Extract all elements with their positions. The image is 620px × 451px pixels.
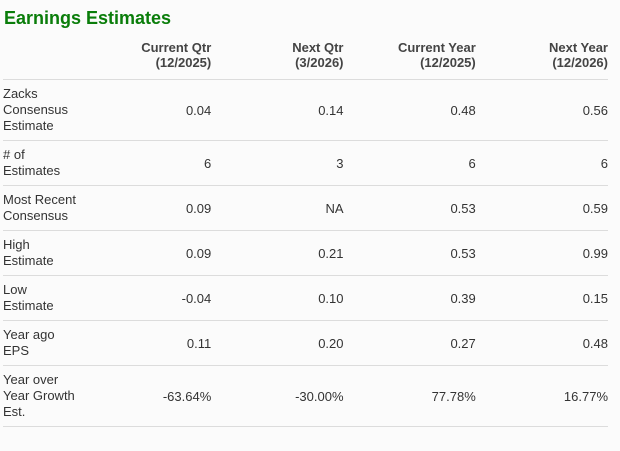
cell-value: 0.21 bbox=[211, 230, 344, 276]
cell-value: 6 bbox=[79, 140, 212, 186]
header-cell-next-year: Next Year (12/2026) bbox=[475, 38, 608, 80]
column-label: Current Qtr bbox=[141, 40, 212, 55]
header-cell-empty bbox=[3, 38, 79, 80]
cell-value: 0.10 bbox=[211, 275, 344, 321]
cell-value: 3 bbox=[211, 140, 344, 186]
cell-value: 0.14 bbox=[211, 79, 344, 141]
cell-value: 6 bbox=[343, 140, 476, 186]
header-row: Current Qtr (12/2025) Next Qtr (3/2026) … bbox=[3, 38, 608, 80]
table-row-year-over-year-growth-est: Year over Year Growth Est. -63.64% -30.0… bbox=[3, 365, 608, 427]
cell-value: -0.04 bbox=[79, 275, 212, 321]
cell-value: 0.04 bbox=[79, 79, 212, 141]
cell-value: 0.59 bbox=[475, 185, 608, 231]
header-cell-next-qtr: Next Qtr (3/2026) bbox=[211, 38, 344, 80]
row-label: # of Estimates bbox=[3, 140, 79, 186]
row-label: High Estimate bbox=[3, 230, 79, 276]
cell-value: 0.53 bbox=[343, 185, 476, 231]
cell-value: 0.99 bbox=[475, 230, 608, 276]
column-period: (12/2025) bbox=[155, 55, 212, 70]
earnings-estimates-table: Current Qtr (12/2025) Next Qtr (3/2026) … bbox=[3, 38, 608, 427]
table-row-num-of-estimates: # of Estimates 6 3 6 6 bbox=[3, 140, 608, 186]
cell-value: 0.09 bbox=[79, 230, 212, 276]
column-label: Current Year bbox=[397, 40, 476, 55]
cell-value: 6 bbox=[475, 140, 608, 186]
cell-value: 0.39 bbox=[343, 275, 476, 321]
cell-value: 0.11 bbox=[79, 320, 212, 366]
table-row-zacks-consensus-estimate: Zacks Consensus Estimate 0.04 0.14 0.48 … bbox=[3, 79, 608, 141]
column-period: (12/2026) bbox=[552, 55, 608, 70]
page-title: Earnings Estimates bbox=[4, 8, 172, 28]
cell-value: 0.27 bbox=[343, 320, 476, 366]
cell-value: -63.64% bbox=[79, 365, 212, 427]
row-label: Most Recent Consensus bbox=[3, 185, 79, 231]
row-label: Year over Year Growth Est. bbox=[3, 365, 79, 427]
column-period: (12/2025) bbox=[420, 55, 476, 70]
table-row-year-ago-eps: Year ago EPS 0.11 0.20 0.27 0.48 bbox=[3, 320, 608, 366]
row-label: Year ago EPS bbox=[3, 320, 79, 366]
cell-value: NA bbox=[211, 185, 344, 231]
header-cell-current-qtr: Current Qtr (12/2025) bbox=[79, 38, 212, 80]
table-row-high-estimate: High Estimate 0.09 0.21 0.53 0.99 bbox=[3, 230, 608, 276]
cell-value: 0.48 bbox=[343, 79, 476, 141]
cell-value: 0.09 bbox=[79, 185, 212, 231]
cell-value: 0.20 bbox=[211, 320, 344, 366]
column-period: (3/2026) bbox=[295, 55, 344, 70]
cell-value: 0.48 bbox=[475, 320, 608, 366]
column-label: Next Qtr bbox=[292, 40, 344, 55]
row-label: Zacks Consensus Estimate bbox=[3, 79, 79, 141]
header-cell-current-year: Current Year (12/2025) bbox=[343, 38, 476, 80]
cell-value: 0.15 bbox=[475, 275, 608, 321]
cell-value: 0.53 bbox=[343, 230, 476, 276]
column-label: Next Year bbox=[548, 40, 608, 55]
row-label: Low Estimate bbox=[3, 275, 79, 321]
cell-value: -30.00% bbox=[211, 365, 344, 427]
earnings-estimates-panel: Earnings Estimates Current Qtr (12/2025)… bbox=[3, 8, 608, 427]
table-row-most-recent-consensus: Most Recent Consensus 0.09 NA 0.53 0.59 bbox=[3, 185, 608, 231]
cell-value: 77.78% bbox=[343, 365, 476, 427]
cell-value: 0.56 bbox=[475, 79, 608, 141]
table-row-low-estimate: Low Estimate -0.04 0.10 0.39 0.15 bbox=[3, 275, 608, 321]
cell-value: 16.77% bbox=[475, 365, 608, 427]
